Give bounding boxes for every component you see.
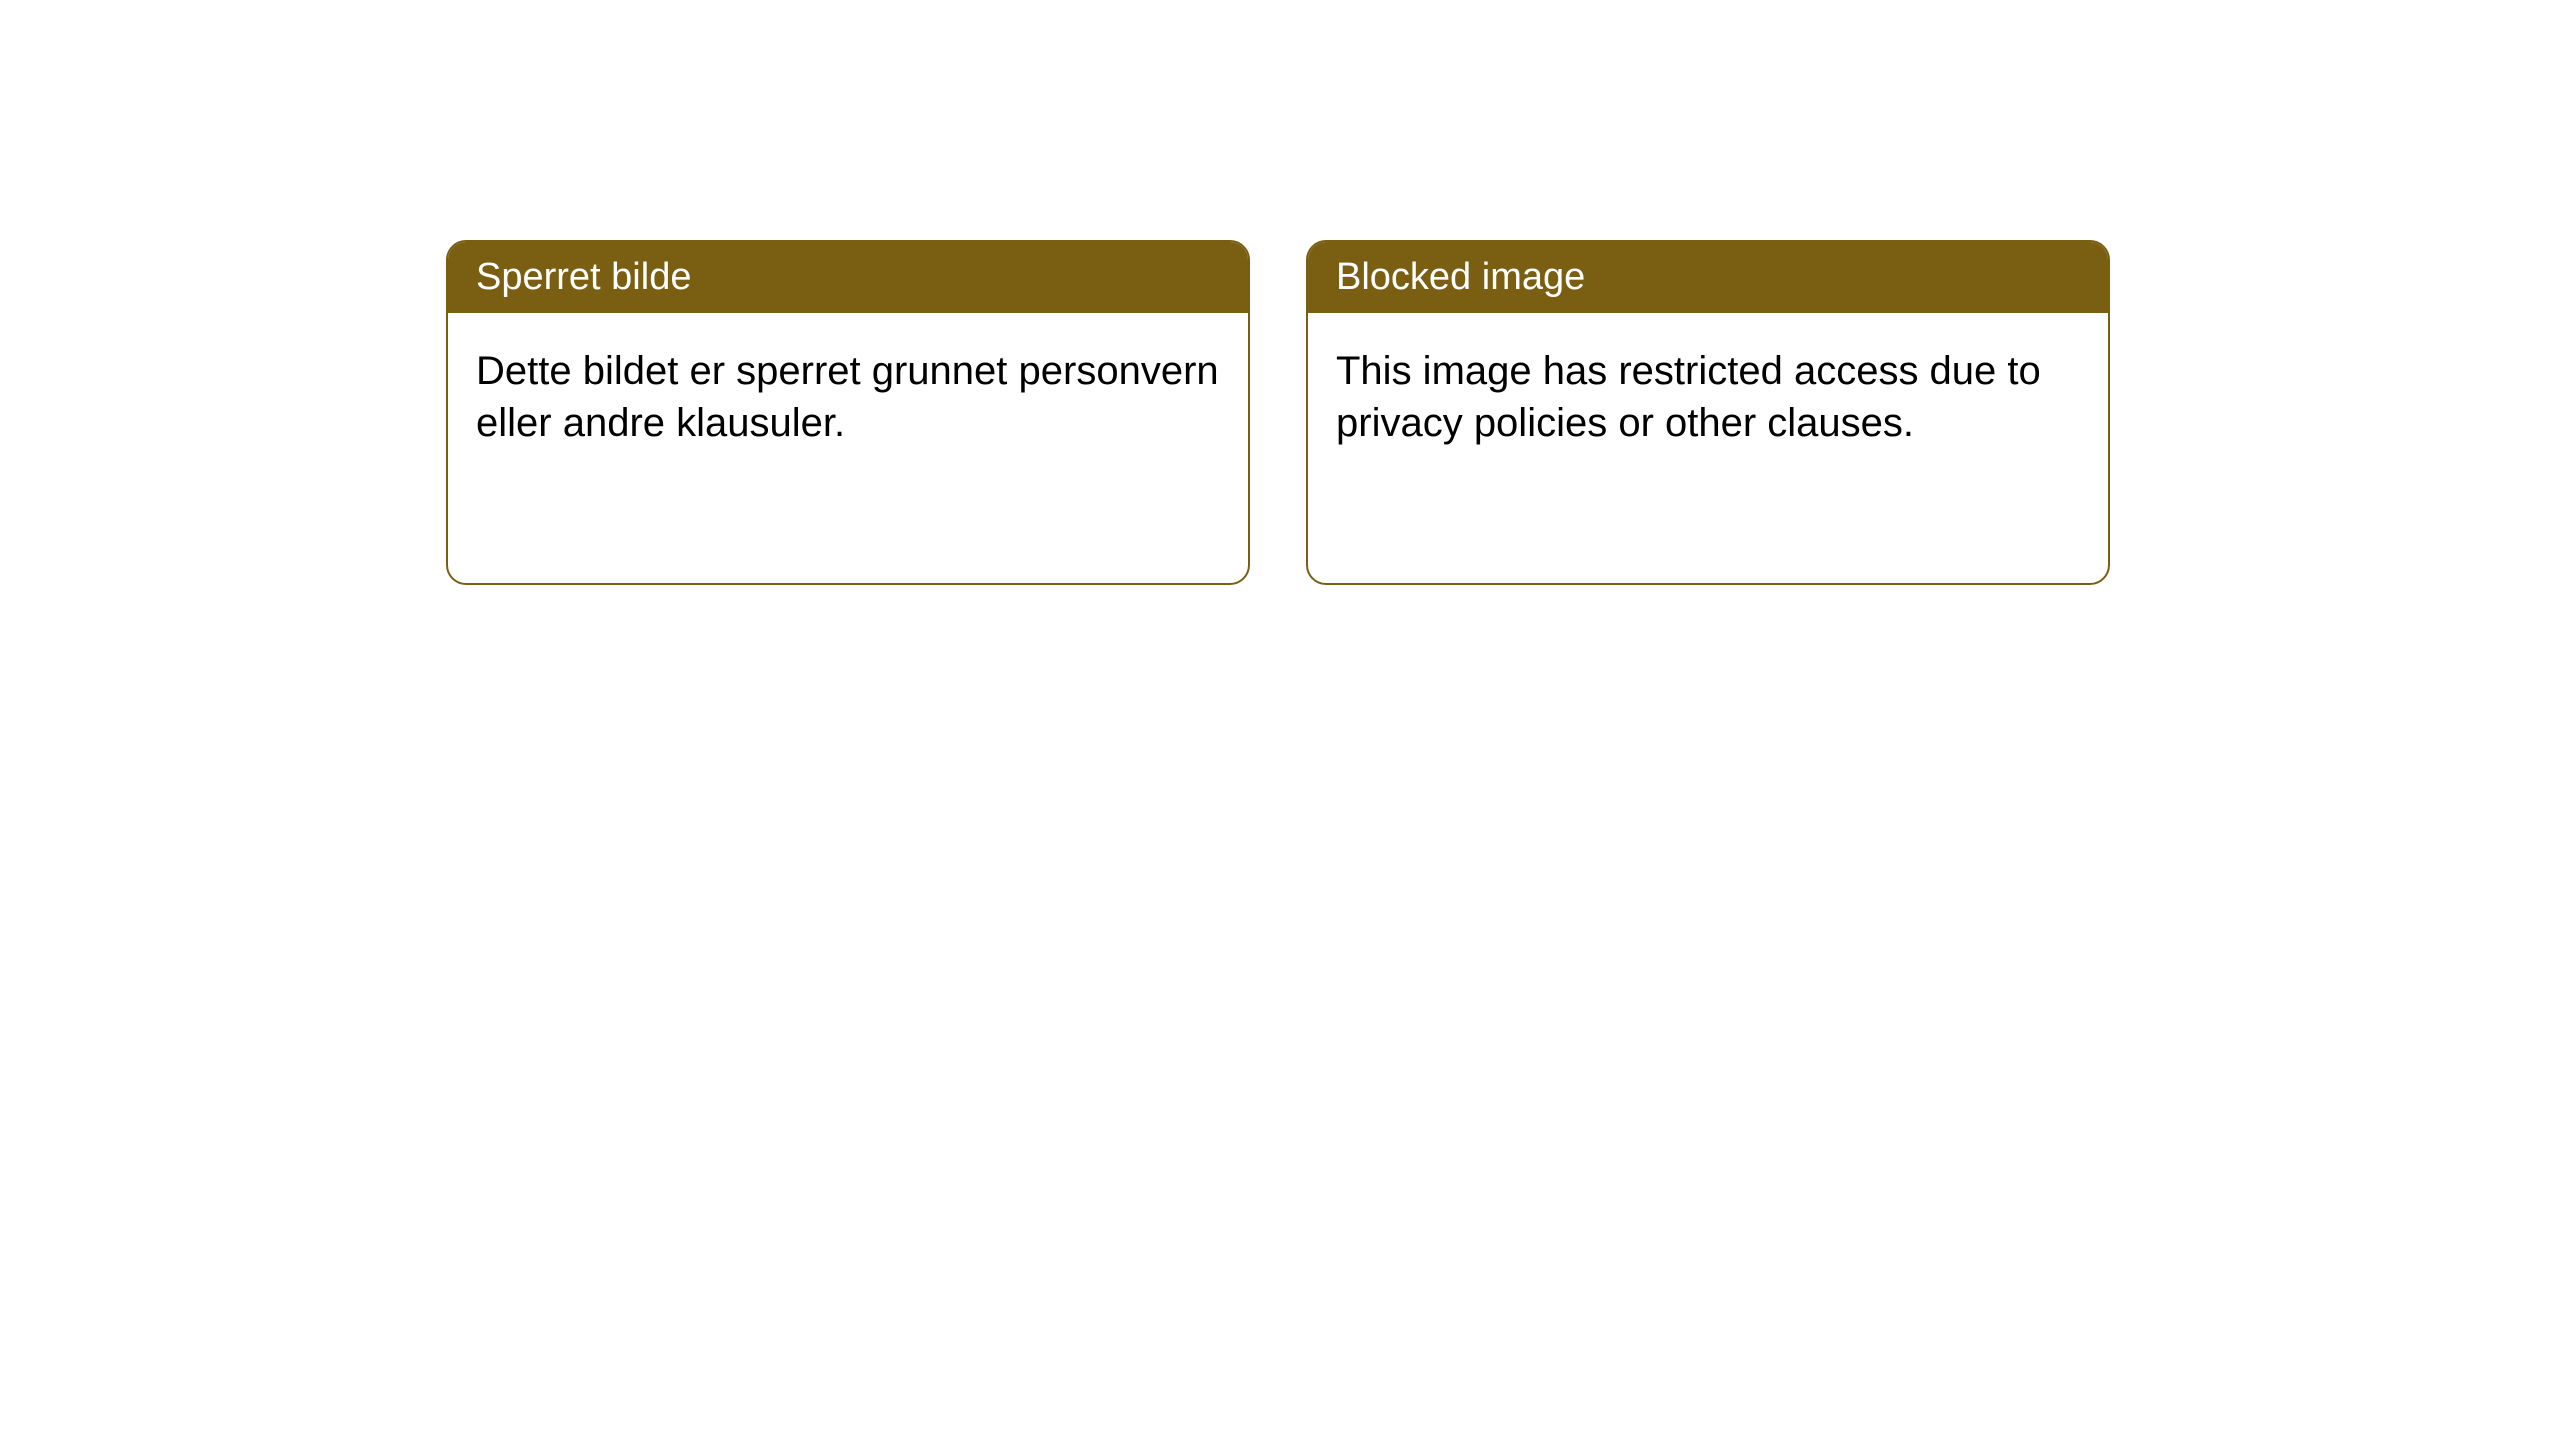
blocked-card-english: Blocked image This image has restricted … xyxy=(1306,240,2110,585)
card-title: Sperret bilde xyxy=(476,256,691,298)
card-body-text: This image has restricted access due to … xyxy=(1336,349,2041,445)
card-header: Sperret bilde xyxy=(448,242,1248,313)
card-body: Dette bildet er sperret grunnet personve… xyxy=(448,313,1248,583)
blocked-image-cards: Sperret bilde Dette bildet er sperret gr… xyxy=(446,240,2560,585)
card-body-text: Dette bildet er sperret grunnet personve… xyxy=(476,349,1219,445)
card-title: Blocked image xyxy=(1336,256,1585,298)
card-body: This image has restricted access due to … xyxy=(1308,313,2108,583)
card-header: Blocked image xyxy=(1308,242,2108,313)
blocked-card-norwegian: Sperret bilde Dette bildet er sperret gr… xyxy=(446,240,1250,585)
